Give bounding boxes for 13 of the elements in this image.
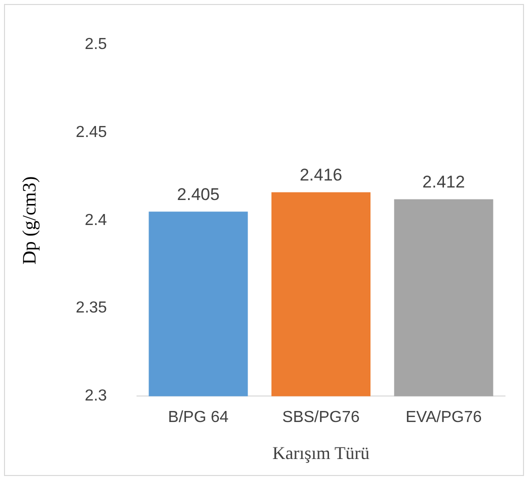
x-tick-label: B/PG 64 [168,409,229,426]
y-tick-label: 2.45 [76,124,108,141]
data-label: 2.412 [422,172,465,192]
data-label: 2.416 [300,165,342,184]
x-tick-label: SBS/PG76 [282,409,360,426]
data-label: 2.405 [177,184,220,204]
x-axis-title: Karışım Türü [272,442,370,463]
y-axis-title: Dp (g/cm3) [19,176,40,264]
y-tick-label: 2.3 [84,388,108,405]
x-tick-label: EVA/PG76 [406,409,482,426]
y-tick-label: 2.35 [76,300,108,317]
y-tick-label: 2.4 [84,212,108,229]
y-tick-label: 2.5 [84,36,108,54]
